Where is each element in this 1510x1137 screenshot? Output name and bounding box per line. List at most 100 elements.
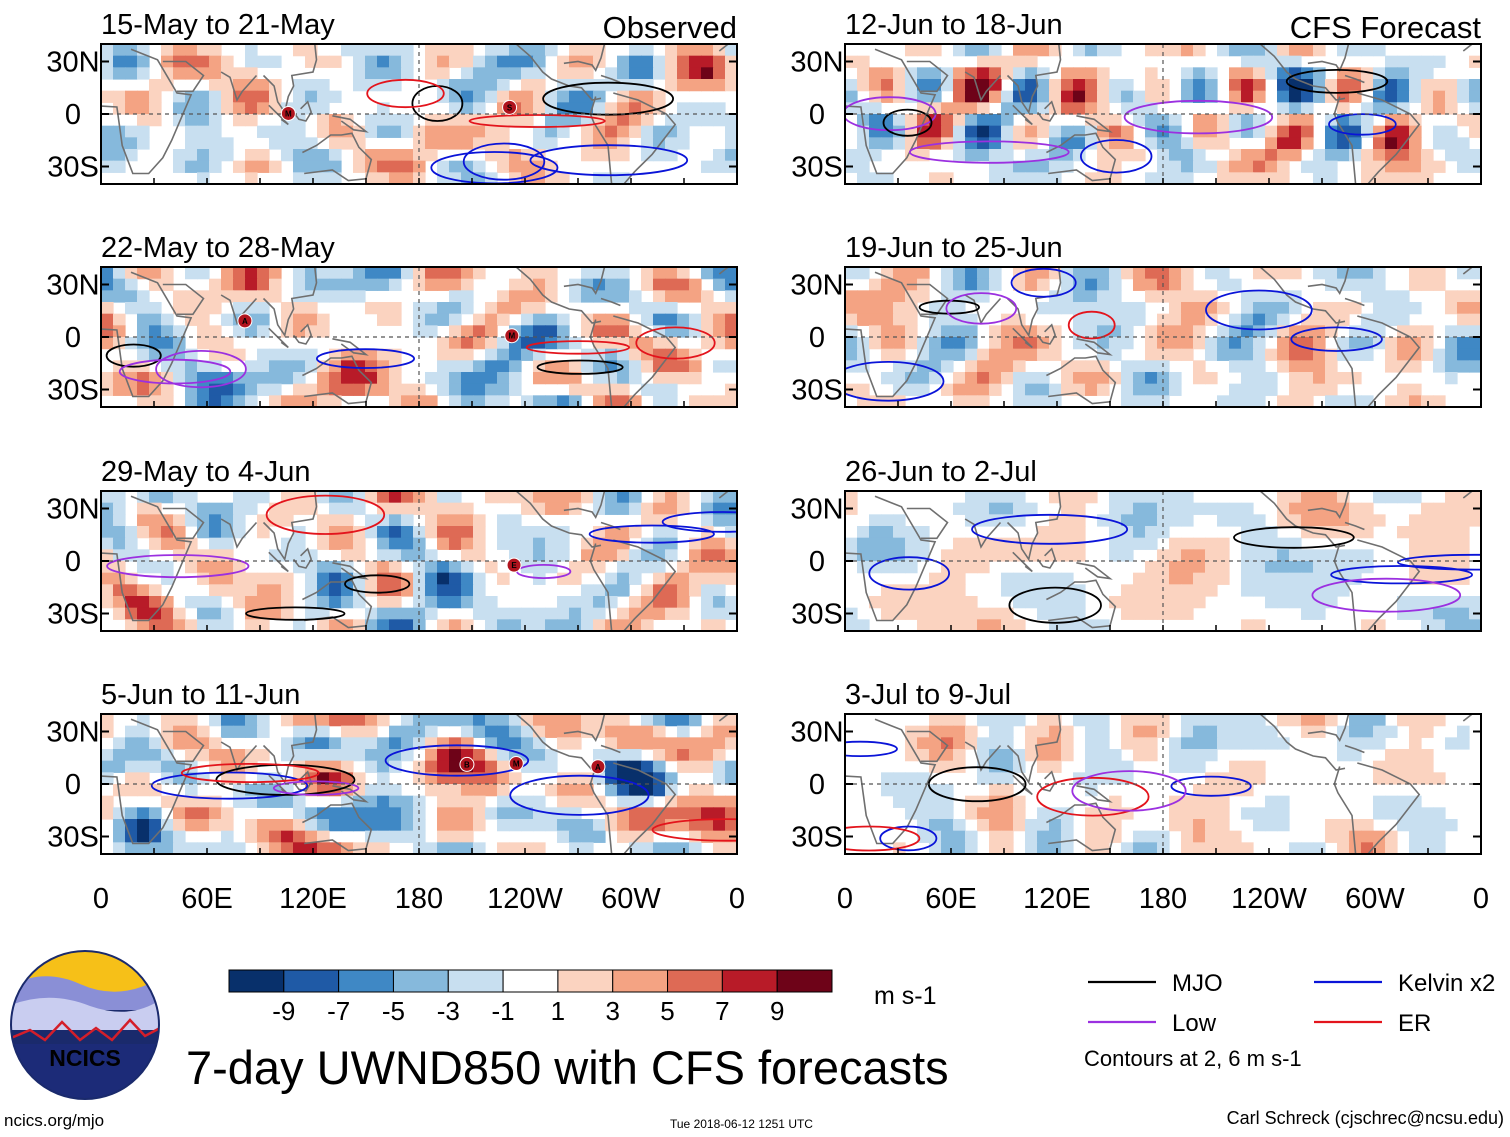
field-cell: [713, 160, 726, 173]
field-cell: [509, 90, 522, 103]
field-cell: [1301, 137, 1314, 150]
field-cell: [557, 819, 570, 832]
field-cell: [257, 278, 270, 291]
field-cell: [125, 526, 138, 539]
field-cell: [1073, 44, 1086, 57]
field-cell: [149, 807, 162, 820]
field-cell: [353, 737, 366, 750]
field-cell: [221, 807, 234, 820]
field-cell: [893, 561, 906, 574]
field-cell: [713, 607, 726, 620]
field-cell: [257, 514, 270, 527]
field-cell: [989, 160, 1002, 173]
field-cell: [125, 102, 138, 115]
field-cell: [929, 807, 942, 820]
field-cell: [233, 67, 246, 80]
field-cell: [1277, 596, 1290, 609]
field-cell: [893, 267, 906, 280]
field-cell: [533, 267, 546, 280]
land-outline: [262, 267, 318, 338]
land-outline: [1012, 327, 1033, 349]
field-cell: [1313, 160, 1326, 173]
storm-badge-label: M: [513, 759, 520, 768]
field-cell: [605, 526, 618, 539]
field-cell: [677, 137, 690, 150]
field-cell: [1013, 55, 1026, 68]
field-cell: [293, 537, 306, 550]
field-cell: [725, 596, 737, 609]
field-cell: [125, 90, 138, 103]
field-cell: [1169, 302, 1182, 315]
field-cell: [1229, 842, 1242, 854]
field-cell: [461, 267, 474, 280]
field-cell: [1181, 819, 1194, 832]
field-cell: [341, 278, 354, 291]
field-cell: [1421, 830, 1434, 843]
field-cell: [281, 137, 294, 150]
column-header-forecast: CFS Forecast: [1290, 10, 1482, 45]
land-outline: [1012, 104, 1033, 126]
field-cell: [881, 337, 894, 350]
field-cell: [353, 149, 366, 162]
field-cell: [1097, 714, 1110, 727]
field-cell: [473, 395, 486, 407]
field-cell: [413, 561, 426, 574]
field-cell: [977, 149, 990, 162]
field-cell: [593, 584, 606, 597]
field-cell: [185, 749, 198, 762]
field-cell: [317, 561, 330, 574]
field-cell: [977, 114, 990, 127]
field-cell: [149, 337, 162, 350]
field-cell: [305, 348, 318, 361]
field-cell: [233, 383, 246, 396]
field-cell: [941, 584, 954, 597]
field-cell: [1001, 537, 1014, 550]
field-cell: [497, 842, 510, 854]
field-cell: [1049, 572, 1062, 585]
field-cell: [989, 267, 1002, 280]
field-cell: [113, 607, 126, 620]
field-cell: [581, 714, 594, 727]
field-cell: [1037, 714, 1050, 727]
land-outline: [1344, 297, 1365, 307]
field-cell: [713, 549, 726, 562]
field-cell: [917, 749, 930, 762]
field-cell: [221, 830, 234, 843]
field-cell: [1421, 67, 1434, 80]
field-cell: [965, 596, 978, 609]
field-cell: [353, 502, 366, 515]
field-cell: [1073, 313, 1086, 326]
field-cell: [1145, 395, 1158, 407]
field-cell: [557, 737, 570, 750]
field-cell: [197, 172, 210, 184]
field-cell: [557, 395, 570, 407]
field-cell: [905, 383, 918, 396]
field-cell: [485, 125, 498, 138]
field-cell: [245, 325, 258, 338]
field-cell: [473, 749, 486, 762]
field-cell: [185, 114, 198, 127]
field-cell: [209, 137, 222, 150]
field-cell: [317, 383, 330, 396]
field-cell: [1229, 737, 1242, 750]
field-cell: [1205, 79, 1218, 92]
field-cell: [305, 172, 318, 184]
land-outline: [292, 770, 313, 792]
field-cell: [1037, 549, 1050, 562]
field-cell: [653, 784, 666, 797]
site-link[interactable]: ncics.org/mjo: [4, 1111, 105, 1130]
field-cell: [893, 596, 906, 609]
field-cell: [425, 737, 438, 750]
field-cell: [1073, 549, 1086, 562]
field-cell: [581, 584, 594, 597]
field-cell: [641, 337, 654, 350]
field-cell: [101, 807, 114, 820]
field-cell: [149, 584, 162, 597]
wave-contour: [661, 511, 737, 533]
field-cell: [881, 67, 894, 80]
field-cell: [545, 549, 558, 562]
field-cell: [1301, 102, 1314, 115]
field-cell: [245, 290, 258, 303]
field-cell: [677, 737, 690, 750]
field-cell: [485, 395, 498, 407]
